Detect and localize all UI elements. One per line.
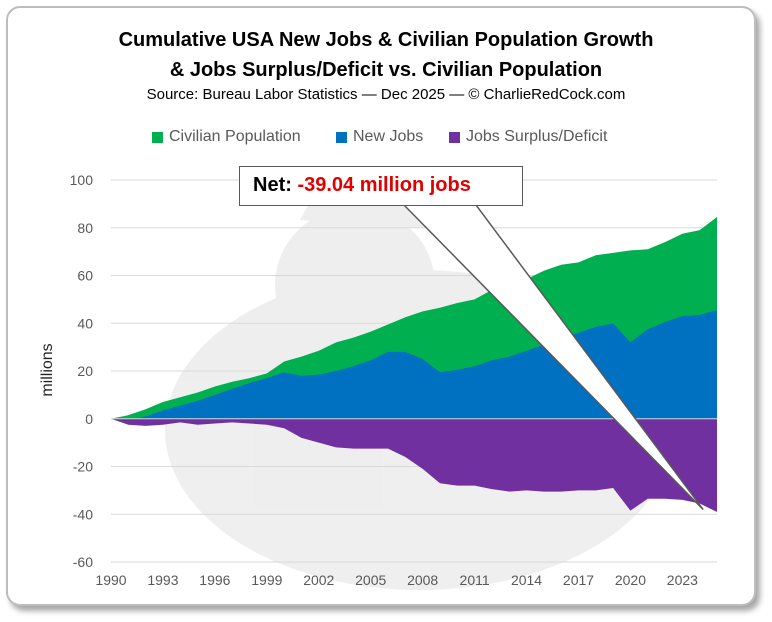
y-axis-label: millions: [39, 343, 56, 396]
legend-swatch-new-jobs: [336, 131, 347, 143]
legend: Civilian Population New Jobs Jobs Surplu…: [0, 128, 772, 150]
y-tick-label: -20: [73, 459, 93, 475]
y-tick-label: 40: [77, 315, 93, 331]
y-tick-label: 100: [70, 172, 94, 188]
chart-source: Source: Bureau Labor Statistics — Dec 20…: [146, 86, 626, 103]
legend-label-population: Civilian Population: [169, 128, 301, 145]
y-tick-label: -60: [73, 554, 93, 570]
x-tick-label: 1999: [251, 572, 282, 588]
y-tick-label: 0: [85, 411, 93, 427]
legend-swatch-surplus-deficit: [449, 131, 460, 143]
x-tick-label: 2020: [615, 572, 646, 588]
x-tick-label: 2008: [407, 572, 438, 588]
x-tick-label: 2011: [460, 572, 490, 588]
callout-box: [239, 166, 523, 206]
legend-item-surplus-deficit[interactable]: Jobs Surplus/Deficit: [449, 128, 607, 146]
x-tick-label: 1993: [147, 572, 178, 588]
x-tick-label: 2014: [511, 572, 542, 588]
legend-item-population[interactable]: Civilian Population: [152, 128, 301, 146]
x-tick-label: 2002: [303, 572, 334, 588]
y-tick-label: 60: [77, 268, 93, 284]
legend-swatch-population: [152, 131, 163, 143]
x-tick-label: 2017: [563, 572, 594, 588]
x-axis-ticks: 1990 1993 1996 1999 2002 2005 2008 2011 2014 2017…: [95, 572, 698, 588]
y-tick-label: -40: [73, 506, 93, 522]
legend-label-new-jobs: New Jobs: [353, 128, 424, 145]
legend-item-new-jobs[interactable]: New Jobs: [336, 128, 423, 146]
y-tick-label: 20: [77, 363, 93, 379]
y-tick-label: 80: [77, 220, 93, 236]
callout-label: Net:: [253, 174, 292, 196]
chart-title-line-2: & Jobs Surplus/Deficit vs. Civilian Popu…: [169, 59, 603, 81]
x-tick-label: 1990: [95, 572, 126, 588]
x-tick-label: 1996: [199, 572, 230, 588]
x-tick-label: 2023: [667, 572, 698, 588]
callout-text: Net: -39.04 million jobs: [253, 174, 471, 197]
callout-value: -39.04 million jobs: [297, 174, 471, 196]
legend-label-surplus-deficit: Jobs Surplus/Deficit: [466, 128, 608, 145]
y-axis-ticks: 100 80 60 40 20 0 -20 -40 -60: [70, 172, 94, 570]
chart-title-line-1: Cumulative USA New Jobs & Civilian Popul…: [118, 29, 654, 51]
area-jobs-surplus-deficit: [111, 418, 717, 512]
x-tick-label: 2005: [355, 572, 386, 588]
